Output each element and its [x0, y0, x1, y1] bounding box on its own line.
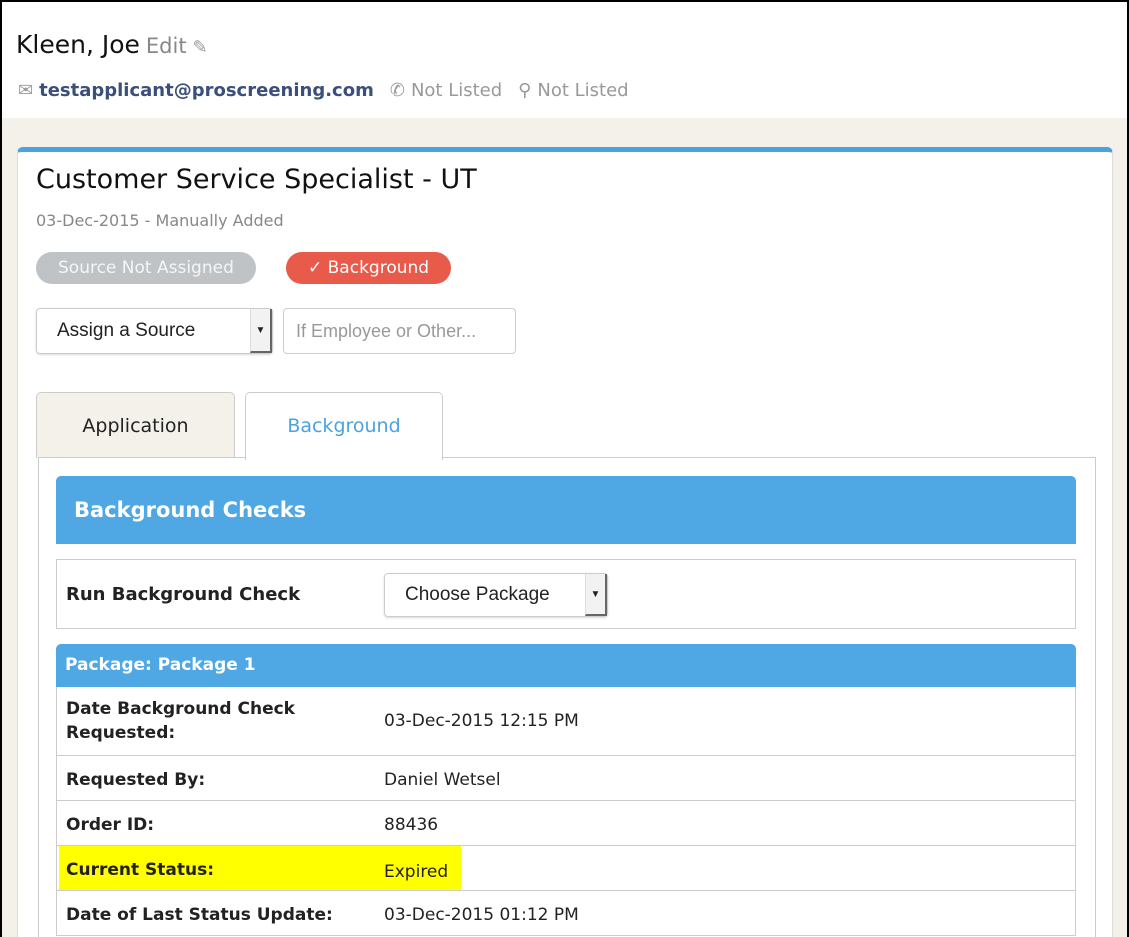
detail-label: Current Status: [66, 860, 215, 880]
background-badge[interactable]: ✓ Background [286, 252, 452, 284]
location-pin-icon: ⚲ [518, 80, 532, 101]
location-value: Not Listed [537, 80, 629, 101]
background-panel: Background Checks Run Background Check C… [38, 457, 1096, 937]
detail-label: Date of Last Status Update: [66, 905, 333, 925]
detail-value: 03-Dec-2015 01:12 PM [384, 905, 579, 925]
status-value: Expired [384, 862, 449, 882]
package-details: Date Background Check Requested: 03-Dec-… [56, 687, 1076, 936]
job-card: Customer Service Specialist - UT 03-Dec-… [17, 147, 1113, 937]
phone-value: Not Listed [410, 80, 503, 101]
source-badge[interactable]: Source Not Assigned [36, 252, 256, 284]
detail-value: Daniel Wetsel [384, 770, 501, 790]
run-background-check-row: Run Background Check Choose Package ▼ [56, 559, 1076, 629]
applicant-name: Kleen, Joe [16, 30, 140, 59]
package-header: Package: Package 1 [56, 644, 1076, 687]
detail-label: Requested By: [66, 770, 206, 790]
source-other-input[interactable]: If Employee or Other... [283, 308, 516, 354]
phone-icon: ✆ [389, 80, 405, 101]
status-highlight [59, 846, 461, 890]
applicant-name-line: Kleen, Joe Edit ✎ [16, 30, 208, 59]
edit-link[interactable]: Edit [145, 34, 187, 58]
choose-package-select[interactable]: Choose Package ▼ [384, 573, 608, 617]
chevron-down-icon: ▼ [250, 309, 272, 353]
detail-row-order-id: Order ID: 88436 [57, 801, 1075, 846]
pencil-icon[interactable]: ✎ [192, 37, 208, 58]
job-subtitle: 03-Dec-2015 - Manually Added [36, 211, 284, 230]
assign-source-value: Assign a Source [57, 320, 196, 341]
detail-row-date-requested: Date Background Check Requested: 03-Dec-… [57, 687, 1075, 756]
applicant-header: Kleen, Joe Edit ✎ ✉ testapplicant@proscree… [2, 2, 1127, 118]
tab-background[interactable]: Background [245, 392, 443, 460]
detail-label: Date Background Check Requested: [66, 699, 295, 743]
detail-row-requested-by: Requested By: Daniel Wetsel [57, 756, 1075, 801]
tab-application[interactable]: Application [36, 392, 235, 458]
detail-row-current-status: Current Status: Expired [57, 846, 1075, 891]
run-background-check-label: Run Background Check [66, 584, 301, 605]
envelope-icon: ✉ [18, 80, 34, 101]
chevron-down-icon: ▼ [585, 574, 607, 616]
detail-value: 03-Dec-2015 12:15 PM [384, 711, 579, 731]
detail-row-last-update: Date of Last Status Update: 03-Dec-2015 … [57, 891, 1075, 936]
job-title: Customer Service Specialist - UT [36, 164, 477, 195]
detail-label: Order ID: [66, 815, 155, 835]
choose-package-value: Choose Package [405, 584, 550, 605]
detail-value: 88436 [384, 815, 439, 835]
email-link[interactable]: testapplicant@proscreening.com [39, 80, 374, 101]
background-checks-header: Background Checks [56, 476, 1076, 544]
contact-info: ✉ testapplicant@proscreening.com ✆ Not L… [18, 80, 629, 101]
assign-source-select[interactable]: Assign a Source ▼ [36, 308, 273, 354]
